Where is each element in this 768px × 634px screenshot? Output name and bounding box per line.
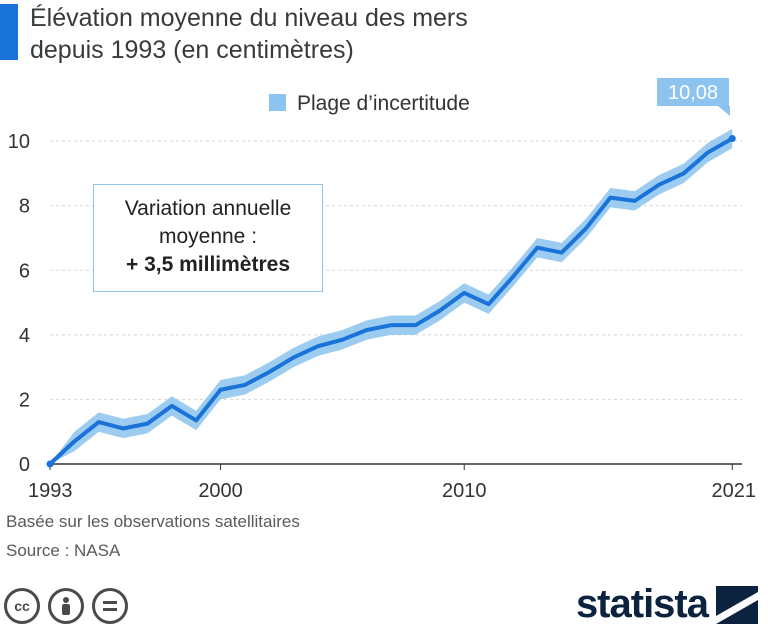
last-value-label: 10,08: [668, 82, 718, 104]
legend-swatch: [269, 94, 286, 111]
x-tick-label: 2010: [442, 480, 487, 502]
last-value-callout-pointer: [718, 106, 730, 116]
y-tick-label: 8: [19, 196, 30, 218]
title-accent-bar: [0, 4, 18, 60]
title-line-1: Élévation moyenne du niveau des mers: [30, 4, 468, 32]
legend-label: Plage d’incertitude: [297, 92, 470, 115]
annotation-line-2: moyenne :: [158, 225, 258, 248]
y-tick-label: 4: [19, 325, 30, 347]
y-tick-label: 0: [19, 454, 30, 476]
by-person-icon[interactable]: [48, 588, 84, 624]
data-point: [46, 460, 54, 468]
statista-logo-icon: [716, 585, 758, 624]
x-tick-label: 1993: [28, 480, 73, 502]
annual-variation-annotation: Variation annuelle moyenne : + 3,5 milli…: [93, 184, 323, 292]
license-icons: cc: [4, 588, 128, 624]
y-tick-label: 2: [19, 389, 30, 411]
brand-wordmark: statista: [575, 582, 709, 626]
statista-logo[interactable]: statista: [576, 582, 758, 627]
cc-icon[interactable]: cc: [4, 588, 40, 624]
y-tick-label: 10: [8, 131, 30, 153]
footnote-observations: Basée sur les observations satellitaires: [6, 512, 300, 531]
y-tick-label: 6: [19, 260, 30, 282]
x-tick-label: 2000: [198, 480, 243, 502]
footnote-source: Source : NASA: [6, 541, 121, 560]
chart-title: Élévation moyenne du niveau des mers dep…: [30, 2, 650, 66]
data-point: [728, 135, 736, 143]
title-line-2: depuis 1993 (en centimètres): [30, 36, 354, 64]
annotation-line-1: Variation annuelle: [124, 197, 292, 220]
last-value-callout-box: [657, 78, 729, 106]
annotation-line-3: + 3,5 millimètres: [125, 253, 290, 276]
x-tick-label: 2021: [712, 480, 757, 502]
uncertainty-band: [50, 128, 733, 465]
nd-equals-icon[interactable]: [92, 588, 128, 624]
